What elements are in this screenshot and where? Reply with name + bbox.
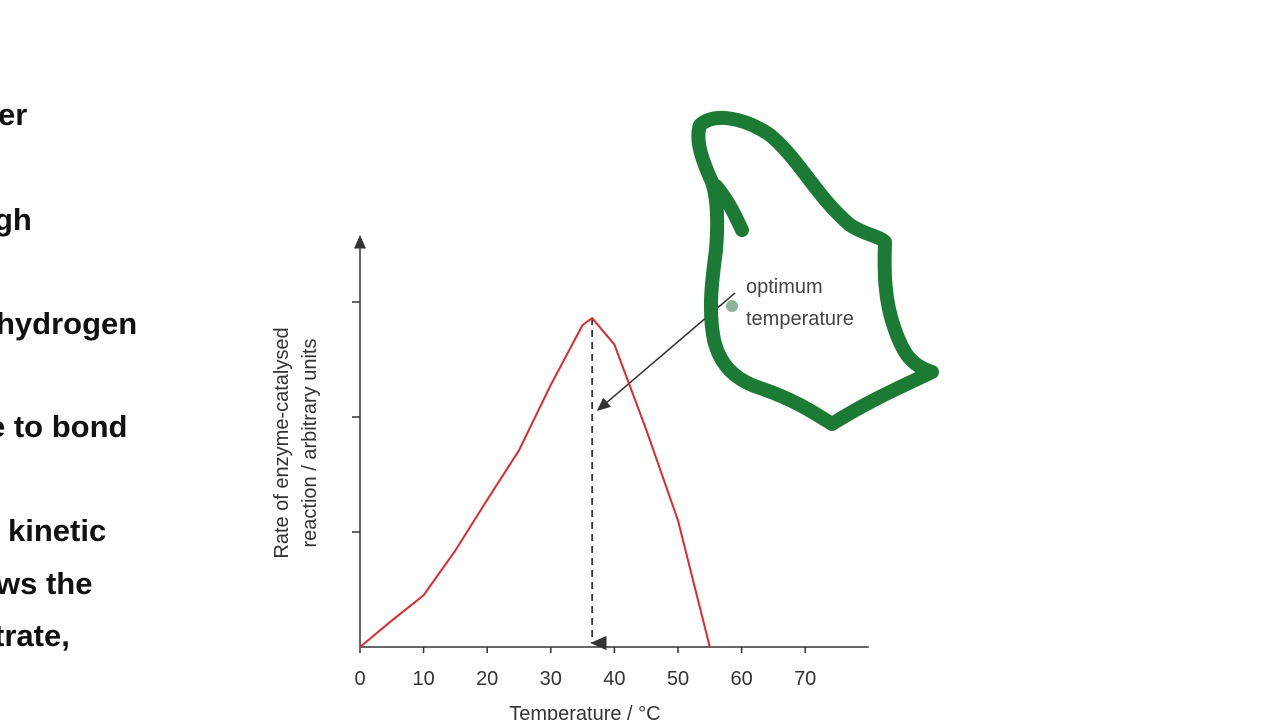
x-tick-label: 10: [412, 668, 434, 690]
chart: 0 10 20 30 40 50 60 70 Temperature / °C Rate of e…: [271, 235, 869, 720]
bullet-text: kinetic: [8, 513, 106, 548]
x-tick-label: 50: [667, 668, 689, 690]
bullet-text: gh: [0, 202, 32, 237]
pen-dot: [726, 300, 738, 312]
slide-text: er gh hydrogen e to bond kinetic ws the trate,: [0, 97, 137, 653]
x-tick-label: 70: [794, 668, 816, 690]
bullet-text: ws the: [0, 566, 92, 601]
y-axis-label: Rate of enzyme-catalysed: [271, 327, 293, 558]
curve: [359, 317, 711, 648]
annotation-text: temperature: [746, 308, 854, 330]
y-axis-label: reaction / arbitrary units: [299, 339, 321, 548]
x-axis-label: Temperature / °C: [509, 703, 660, 720]
bullet-text: trate,: [0, 618, 70, 653]
bullet-text: e to bond: [0, 409, 127, 444]
x-tick-label: 0: [354, 668, 365, 690]
x-tick-label: 20: [476, 668, 498, 690]
bullet-text: er: [0, 97, 27, 132]
ink-scribble: [691, 111, 939, 431]
bullet-text: hydrogen: [0, 306, 137, 341]
x-tick-label: 30: [540, 668, 562, 690]
x-tick-label: 60: [730, 668, 752, 690]
annotation-text: optimum: [746, 276, 823, 298]
x-tick-label: 40: [603, 668, 625, 690]
